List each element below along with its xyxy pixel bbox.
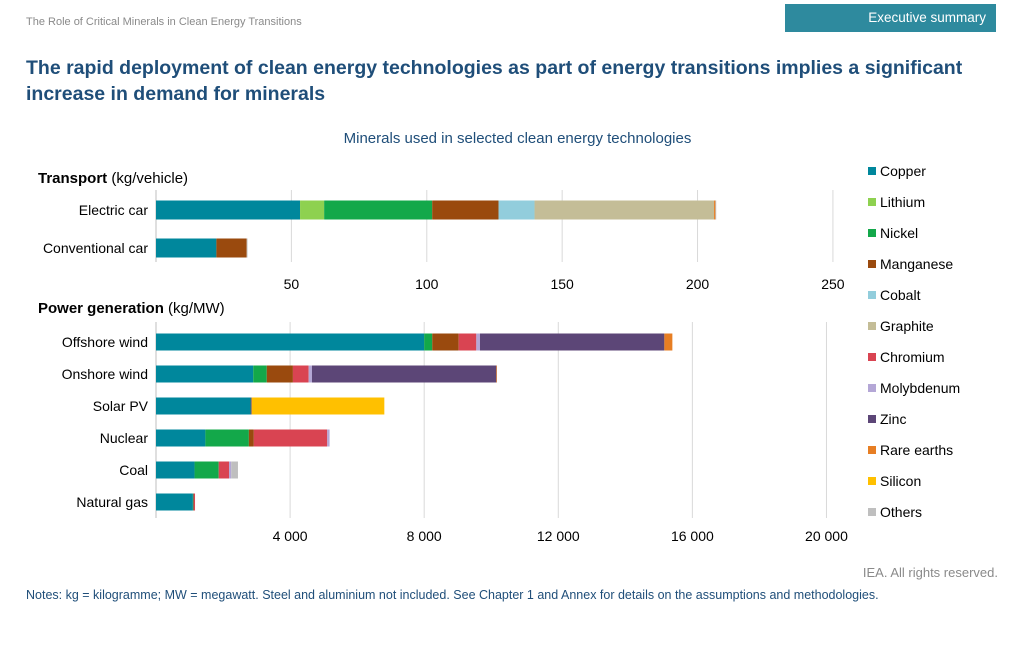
category-label-solar-pv: Solar PV [93, 398, 149, 414]
x-tick-label: 12 000 [537, 528, 580, 544]
bar-onshore-wind-copper [156, 365, 254, 383]
legend-swatch-lithium [868, 198, 876, 206]
chart-title: Minerals used in selected clean energy t… [343, 130, 692, 147]
legend-swatch-cobalt [868, 291, 876, 299]
page-headline: The rapid deployment of clean energy tec… [26, 57, 963, 105]
bar-conventional-car-others [246, 238, 248, 258]
bar-offshore-wind-rare-earths [664, 333, 673, 351]
x-tick-label: 50 [284, 276, 300, 292]
bar-electric-car-rare-earths [714, 200, 716, 220]
bar-electric-car-copper [156, 200, 301, 220]
legend-label-zinc: Zinc [880, 411, 906, 427]
legend-swatch-copper [868, 167, 876, 175]
panel-title-transport: Transport (kg/vehicle) [38, 170, 188, 187]
legend-label-rare-earths: Rare earths [880, 442, 953, 458]
bar-offshore-wind-chromium [458, 333, 477, 351]
bar-natural-gas-nickel [192, 493, 194, 511]
legend-label-copper: Copper [880, 163, 926, 179]
legend-swatch-others [868, 508, 876, 516]
section-badge: Executive summary [785, 4, 996, 32]
bar-nuclear-nickel [205, 429, 249, 447]
bar-electric-car-cobalt [498, 200, 535, 220]
bar-offshore-wind-copper [156, 333, 425, 351]
bar-conventional-car-manganese [216, 238, 247, 258]
legend-label-others: Others [880, 504, 922, 520]
legend-label-molybdenum: Molybdenum [880, 380, 960, 396]
x-tick-label: 100 [415, 276, 439, 292]
bar-solar-pv-silicon [251, 397, 385, 415]
bar-onshore-wind-zinc [311, 365, 497, 383]
bar-natural-gas-copper [156, 493, 193, 511]
bar-offshore-wind-molybdenum [476, 333, 480, 351]
legend-label-cobalt: Cobalt [880, 287, 921, 303]
bar-nuclear-manganese [248, 429, 254, 447]
bar-electric-car-graphite [534, 200, 715, 220]
legend-swatch-graphite [868, 322, 876, 330]
bar-coal-copper [156, 461, 195, 479]
bar-solar-pv-zinc [250, 397, 252, 415]
bar-electric-car-lithium [300, 200, 325, 220]
category-label-conventional-car: Conventional car [43, 240, 148, 256]
bar-coal-chromium [218, 461, 230, 479]
bar-nuclear-molybdenum [327, 429, 330, 447]
legend-swatch-zinc [868, 415, 876, 423]
legend-swatch-manganese [868, 260, 876, 268]
bar-offshore-wind-nickel [424, 333, 433, 351]
x-tick-label: 8 000 [407, 528, 442, 544]
bar-onshore-wind-molybdenum [308, 365, 312, 383]
legend-label-manganese: Manganese [880, 256, 953, 272]
bar-offshore-wind-manganese [432, 333, 459, 351]
category-label-offshore-wind: Offshore wind [62, 334, 148, 350]
category-label-coal: Coal [119, 462, 148, 478]
category-label-electric-car: Electric car [79, 202, 149, 218]
bar-onshore-wind-rare-earths [496, 365, 497, 383]
bar-coal-nickel [194, 461, 219, 479]
bar-electric-car-others [715, 200, 717, 220]
legend-label-lithium: Lithium [880, 194, 925, 210]
legend-label-nickel: Nickel [880, 225, 918, 241]
category-label-onshore-wind: Onshore wind [62, 366, 148, 382]
x-tick-label: 150 [550, 276, 574, 292]
chart-notes: Notes: kg = kilogramme; MW = megawatt. S… [26, 588, 879, 602]
x-tick-label: 4 000 [273, 528, 308, 544]
category-label-nuclear: Nuclear [100, 430, 149, 446]
bar-conventional-car-copper [156, 238, 217, 258]
legend-swatch-rare-earths [868, 446, 876, 454]
bar-nuclear-chromium [253, 429, 328, 447]
bar-coal-molybdenum [229, 461, 232, 479]
legend-label-chromium: Chromium [880, 349, 945, 365]
legend-swatch-molybdenum [868, 384, 876, 392]
bar-onshore-wind-nickel [253, 365, 267, 383]
report-title: The Role of Critical Minerals in Clean E… [26, 16, 302, 28]
legend-label-silicon: Silicon [880, 473, 921, 489]
legend-swatch-nickel [868, 229, 876, 237]
bar-electric-car-manganese [432, 200, 499, 220]
x-tick-label: 250 [821, 276, 845, 292]
legend-swatch-chromium [868, 353, 876, 361]
bar-offshore-wind-zinc [479, 333, 665, 351]
copyright-notice: IEA. All rights reserved. [862, 565, 998, 580]
bar-electric-car-nickel [324, 200, 433, 220]
category-label-natural-gas: Natural gas [76, 494, 148, 510]
legend-swatch-silicon [868, 477, 876, 485]
bar-onshore-wind-chromium [292, 365, 309, 383]
bar-coal-others [231, 461, 238, 479]
panel-title-power-generation: Power generation (kg/MW) [38, 300, 225, 317]
legend-label-graphite: Graphite [880, 318, 934, 334]
x-tick-label: 20 000 [805, 528, 848, 544]
bar-solar-pv-copper [156, 397, 251, 415]
bar-natural-gas-chromium [193, 493, 196, 511]
bar-onshore-wind-manganese [266, 365, 293, 383]
bar-nuclear-copper [156, 429, 206, 447]
x-tick-label: 16 000 [671, 528, 714, 544]
x-tick-label: 200 [686, 276, 710, 292]
